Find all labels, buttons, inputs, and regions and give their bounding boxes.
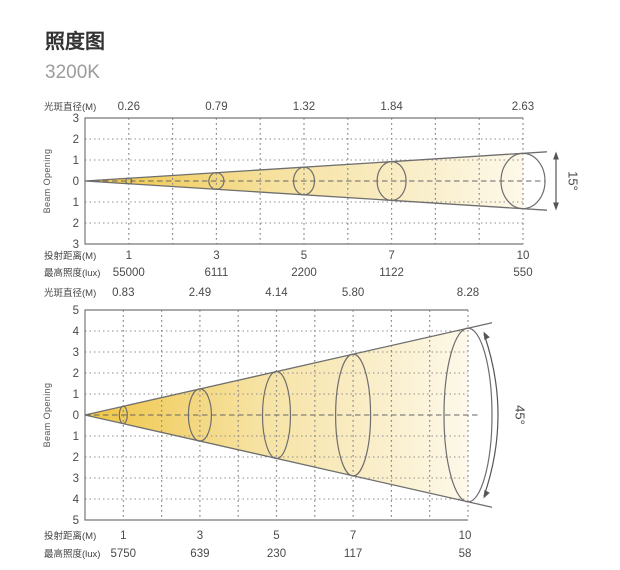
- max-illuminance-label: 最高照度(lux): [44, 267, 100, 279]
- illuminance-value: 55000: [113, 267, 145, 279]
- y-tick: 2: [73, 452, 79, 464]
- y-tick: 3: [73, 113, 79, 125]
- illuminance-value: 6111: [204, 267, 228, 279]
- y-tick: 4: [73, 326, 80, 338]
- beam-angle-arrow: [483, 331, 499, 499]
- y-axis-ticks: 5 4 3 2 1 0 1 2 3 4 5: [73, 305, 80, 527]
- beam-spot-ellipses: [125, 152, 546, 210]
- illuminance-value: 230: [267, 548, 286, 560]
- spot-diameter-values: 0.26 0.79 1.32 1.84 2.63: [118, 101, 535, 113]
- beam-spot-ellipses: [118, 327, 493, 503]
- beam-cone-outline: [84, 322, 493, 508]
- distance-value: 3: [197, 530, 203, 542]
- spot-diameter-value: 8.28: [457, 287, 479, 299]
- distance-value: 7: [350, 530, 356, 542]
- distance-value: 10: [517, 250, 530, 262]
- max-illuminance-values: 55000 6111 2200 1122 550: [113, 267, 533, 279]
- throw-distance-values: 1 3 5 7 10: [126, 250, 530, 262]
- y-tick: 3: [73, 473, 79, 485]
- beam-angle-label: 15°: [566, 171, 581, 191]
- illuminance-value: 117: [344, 548, 362, 560]
- illuminance-value: 5750: [111, 548, 137, 560]
- spot-diameter-value: 2.49: [189, 287, 211, 299]
- throw-distance-label: 投射距离(M): [44, 530, 96, 542]
- y-tick: 1: [73, 155, 79, 167]
- y-tick: 3: [73, 347, 79, 359]
- max-illuminance-values: 5750 639 230 117 58: [111, 548, 472, 560]
- chart-45deg: 光斑直径(M) 0.83 2.49 4.14 5.80 8.28: [42, 287, 528, 560]
- y-tick: 2: [73, 134, 79, 146]
- grid-horizontal: [85, 330, 468, 500]
- illuminance-value: 58: [459, 548, 472, 560]
- y-tick: 2: [73, 368, 79, 380]
- y-tick: 0: [73, 176, 79, 188]
- y-tick: 1: [73, 197, 79, 209]
- y-tick: 1: [73, 389, 79, 401]
- spot-diameter-value: 0.83: [112, 287, 134, 299]
- illuminance-value: 639: [190, 548, 209, 560]
- illuminance-value: 2200: [291, 267, 317, 279]
- distance-value: 7: [388, 250, 394, 262]
- y-axis-title: Beam Opening: [42, 383, 52, 448]
- beam-angle-arrow: [553, 151, 559, 211]
- color-temperature-label: 3200K: [45, 62, 100, 83]
- beam-angle-label: 45°: [513, 405, 528, 425]
- illuminance-value: 1122: [379, 267, 404, 279]
- y-tick: 0: [73, 410, 79, 422]
- y-tick: 1: [73, 431, 79, 443]
- throw-distance-values: 1 3 5 7 10: [120, 530, 471, 542]
- spot-diameter-values: 0.83 2.49 4.14 5.80 8.28: [112, 287, 479, 299]
- spot-diameter-value: 1.84: [380, 101, 403, 113]
- spot-diameter-value: 1.32: [293, 101, 315, 113]
- y-axis-ticks: 3 2 1 0 1 2 3: [73, 113, 79, 251]
- y-tick: 5: [73, 305, 79, 317]
- spot-diameter-label: 光斑直径(M): [44, 101, 96, 113]
- y-tick: 5: [73, 515, 79, 527]
- distance-value: 3: [213, 250, 219, 262]
- distance-value: 1: [126, 250, 132, 262]
- y-tick: 4: [73, 494, 80, 506]
- spot-diameter-value: 0.26: [118, 101, 140, 113]
- chart-15deg: 光斑直径(M) 0.26 0.79 1.32 1.84 2.63: [42, 101, 581, 279]
- page-title: 照度图: [45, 29, 105, 53]
- y-tick: 2: [73, 218, 79, 230]
- spot-diameter-value: 0.79: [205, 101, 227, 113]
- y-axis-title: Beam Opening: [42, 149, 52, 214]
- distance-value: 5: [301, 250, 307, 262]
- distance-value: 1: [120, 530, 126, 542]
- spot-diameter-value: 4.14: [265, 287, 288, 299]
- grid-horizontal: [85, 138, 523, 224]
- beam-cone-outline: [84, 151, 548, 211]
- throw-distance-label: 投射距离(M): [44, 250, 96, 262]
- distance-value: 5: [273, 530, 279, 542]
- max-illuminance-label: 最高照度(lux): [44, 548, 100, 560]
- y-tick: 3: [73, 239, 79, 251]
- distance-value: 10: [459, 530, 472, 542]
- spot-diameter-label: 光斑直径(M): [44, 287, 96, 299]
- illuminance-value: 550: [513, 267, 532, 279]
- spot-diameter-value: 5.80: [342, 287, 364, 299]
- spot-diameter-value: 2.63: [512, 101, 534, 113]
